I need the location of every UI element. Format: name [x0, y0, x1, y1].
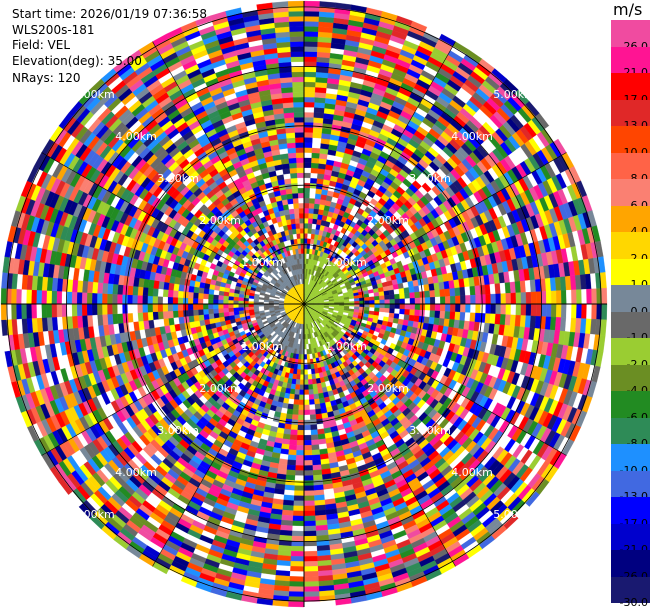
range-ring-label: 1.00km: [241, 256, 283, 269]
range-ring-label: 5.00km: [73, 88, 115, 101]
azimuth-spoke: [41, 152, 305, 305]
range-ring-label: 4.00km: [115, 466, 157, 479]
range-ring-label: 2.00km: [367, 214, 409, 227]
colorbar-bin: 26.0: [611, 20, 650, 52]
range-rings: 1.00km 1.00km 1.00km 1.00km 2.00km 2.00km 2.00…: [1, 1, 607, 607]
colorbar-bin: 0.0: [611, 285, 650, 317]
azimuth-spoke: [303, 303, 456, 567]
range-ring-label: 4.00km: [451, 466, 493, 479]
colorbar-bin-label: -30.0: [619, 596, 648, 609]
azimuth-spoke: [303, 303, 567, 456]
azimuth-spoke: [303, 41, 456, 305]
range-ring-label: 1.00km: [325, 256, 367, 269]
colorbar-bin: 4.0: [611, 205, 650, 238]
colorbar-bin: -30.0: [611, 576, 650, 609]
azimuth-spoke: [41, 303, 305, 456]
colorbar-bin: -17.0: [611, 497, 650, 529]
colorbar-bin: -10.0: [611, 444, 650, 476]
colorbar-bin: -13.0: [611, 470, 650, 503]
range-ring-label: 1.00km: [325, 340, 367, 353]
colorbar-bin: -1.0: [611, 311, 650, 344]
colorbar-bin: -4.0: [611, 364, 650, 397]
colorbar-bin: 10.0: [611, 126, 650, 158]
colorbar-bin: 2.0: [611, 232, 650, 264]
colorbar-bin: -2.0: [611, 338, 650, 370]
range-ring-label: 5.00km: [73, 508, 115, 521]
range-ring-label: 3.00km: [157, 424, 199, 437]
azimuth-spoke: [303, 152, 567, 305]
colorbar-bin: -6.0: [611, 391, 650, 423]
range-ring-label: 2.00km: [367, 382, 409, 395]
elevation-label: Elevation(deg): 35.00: [12, 54, 142, 68]
nrays-label: NRays: 120: [12, 71, 81, 85]
range-ring-label: 1.00km: [241, 340, 283, 353]
range-ring-label: 3.00km: [157, 172, 199, 185]
range-ring-label: 4.00km: [451, 130, 493, 143]
colorbar-unit: m/s: [613, 0, 643, 19]
range-ring-label: 5.00km: [493, 88, 535, 101]
colorbar-bin: 17.0: [611, 73, 650, 105]
station-label: WLS200s-181: [12, 23, 95, 37]
colorbar-bin: -21.0: [611, 523, 650, 556]
colorbar-bin: -8.0: [611, 417, 650, 450]
ppi-cells: [0, 0, 608, 608]
azimuth-spoke: [152, 303, 305, 567]
colorbar-bin: 21.0: [611, 46, 650, 79]
azimuth-spoke: [152, 41, 305, 305]
range-ring-label: 4.00km: [115, 130, 157, 143]
colorbar-bin: 8.0: [611, 152, 650, 185]
colorbar-bin: -26.0: [611, 550, 650, 582]
range-ring-label: 2.00km: [199, 214, 241, 227]
start-time-label: Start time: 2026/01/19 07:36:58: [12, 7, 207, 21]
range-ring-label: 3.00km: [409, 424, 451, 437]
colorbar: 26.021.017.013.010.08.06.04.02.01.00.0-1…: [611, 20, 650, 609]
range-ring-label: 5.00km: [493, 508, 535, 521]
colorbar-bin: 6.0: [611, 179, 650, 211]
range-ring-label: 3.00km: [409, 172, 451, 185]
range-ring-label: 2.00km: [199, 382, 241, 395]
colorbar-bin: 1.0: [611, 258, 650, 291]
field-label: Field: VEL: [12, 38, 71, 52]
colorbar-bin: 13.0: [611, 99, 650, 132]
